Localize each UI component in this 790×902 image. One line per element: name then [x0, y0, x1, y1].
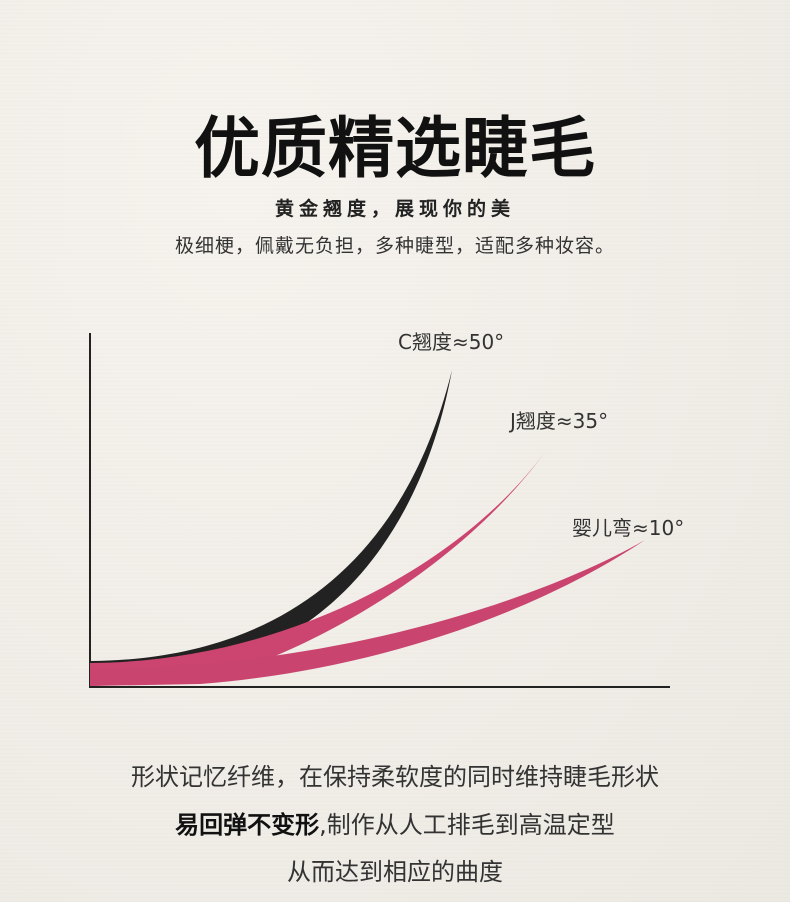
curve-j-curl — [90, 445, 550, 686]
curve-baby-curl — [90, 540, 645, 686]
subtitle: 黄金翘度，展现你的美 — [274, 198, 515, 220]
page-title: 优质精选睫毛 — [194, 110, 596, 187]
body-line-3: 从而达到相应的曲度 — [287, 858, 503, 886]
tagline: 极细梗，佩戴无负担，多种睫型，适配多种妆容。 — [174, 235, 615, 257]
body-line-2-rest: ,制作从人工排毛到高温定型 — [319, 811, 615, 839]
label-baby-curl: 婴儿弯≈10° — [572, 516, 685, 540]
label-j-curl: J翘度≈35° — [510, 409, 609, 433]
curve-c-curl — [90, 370, 452, 676]
body-line-1: 形状记忆纤维，在保持柔软度的同时维持睫毛形状 — [131, 763, 659, 791]
body-line-2: 易回弹不变形,制作从人工排毛到高温定型 — [0, 805, 790, 840]
label-c-curl: C翘度≈50° — [398, 330, 505, 354]
body-line-2-bold: 易回弹不变形 — [175, 811, 320, 839]
